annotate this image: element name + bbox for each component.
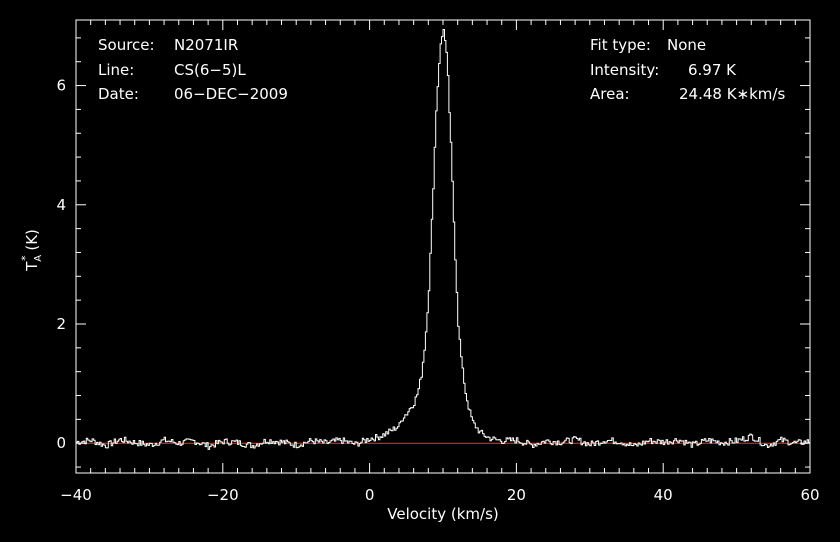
x-tick-label: 40 xyxy=(654,486,673,504)
spectrum-series-line xyxy=(76,29,811,450)
x-tick-label: −20 xyxy=(207,486,239,504)
source-value: N2071IR xyxy=(174,36,238,54)
x-tick-label: 0 xyxy=(365,486,375,504)
y-axis-label-main: T xyxy=(23,261,41,272)
fit-type-key: Fit type: xyxy=(590,36,651,54)
area-value: 24.48 K∗km/s xyxy=(679,85,785,103)
line-key: Line: xyxy=(98,61,134,79)
date-key: Date: xyxy=(98,85,139,103)
x-axis-label: Velocity (km/s) xyxy=(387,505,498,523)
y-axis-label-unit: (K) xyxy=(23,229,41,255)
intensity-value: 6.97 K xyxy=(688,61,737,79)
intensity-key: Intensity: xyxy=(590,61,659,79)
x-tick-label: 20 xyxy=(507,486,526,504)
area-key: Area: xyxy=(590,85,630,103)
ticks-layer: −40 −20 0 20 40 60 0 2 4 6 xyxy=(56,20,820,504)
y-tick-label: 2 xyxy=(56,315,66,333)
y-tick-label: 6 xyxy=(56,77,66,95)
x-tick-label: 60 xyxy=(800,486,819,504)
x-tick-label: −40 xyxy=(60,486,92,504)
y-tick-label: 4 xyxy=(56,196,66,214)
y-axis-label-sub: A xyxy=(33,255,44,262)
y-axis-label: TA* (K) xyxy=(19,229,44,272)
line-value: CS(6−5)L xyxy=(174,61,246,79)
fit-type-value: None xyxy=(667,36,706,54)
y-tick-label: 0 xyxy=(56,434,66,452)
source-key: Source: xyxy=(98,36,155,54)
series-layer xyxy=(76,29,811,450)
date-value: 06−DEC−2009 xyxy=(174,85,288,103)
y-axis-label-sup: * xyxy=(19,255,32,261)
